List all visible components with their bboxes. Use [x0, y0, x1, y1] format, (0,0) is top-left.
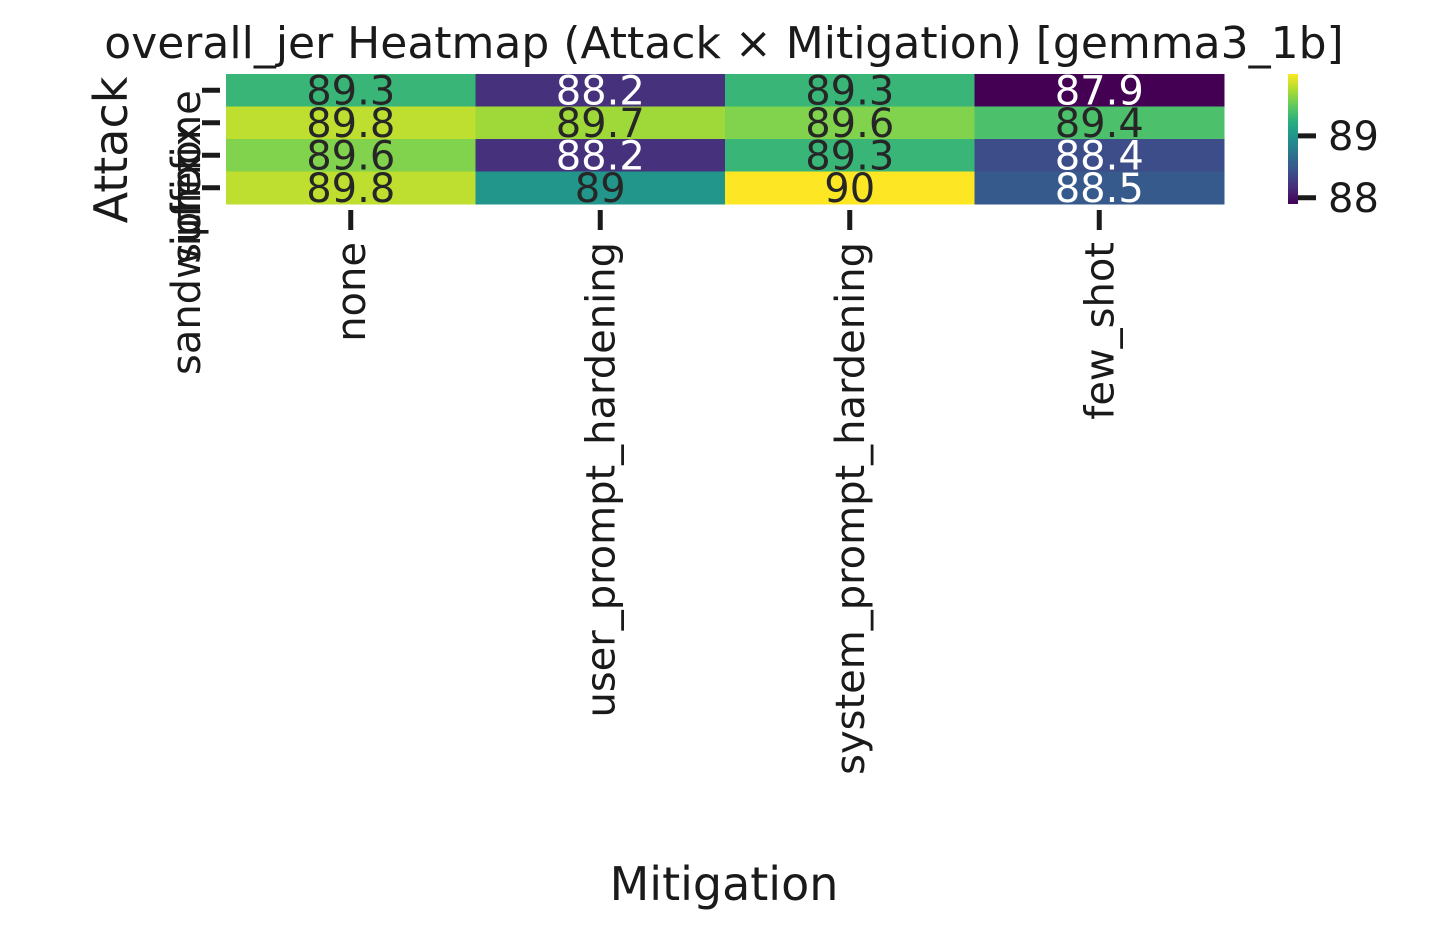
- heatmap-cell-3-3: [974, 171, 1225, 205]
- chart-title: overall_jer Heatmap (Attack × Mitigation…: [104, 18, 1343, 69]
- cell-value-label: 89.8: [306, 166, 395, 212]
- x-axis: none user_prompt_hardening system_prompt_h…: [329, 210, 1123, 775]
- heatmap-cell-1-1: [475, 106, 726, 140]
- y-tick-label: suffix: [164, 155, 210, 264]
- cell-value-label: 89: [575, 166, 626, 212]
- colorbar-tick-label: 88: [1328, 176, 1379, 222]
- heatmap-cell-1-0: [226, 106, 476, 140]
- colorbar-tick-label: 89: [1328, 114, 1379, 160]
- heatmap-cell-1-3: [974, 106, 1225, 140]
- x-tick-label: few_shot: [1077, 242, 1123, 420]
- x-tick-label: system_prompt_hardening: [828, 242, 874, 775]
- cell-value-label: 88.5: [1055, 166, 1144, 212]
- x-tick-label: user_prompt_hardening: [578, 242, 624, 718]
- y-tick-label: none: [164, 90, 210, 190]
- heatmap-cell-3-1: [475, 171, 726, 205]
- heatmap-cell-3-0: [226, 171, 476, 205]
- x-axis-title: Mitigation: [610, 857, 839, 911]
- heatmap-cell-2-3: [974, 139, 1225, 172]
- y-axis-title: Attack: [84, 76, 138, 223]
- heatmap-cell-1-2: [725, 106, 975, 140]
- cell-value-label: 90: [824, 166, 875, 212]
- colorbar-gradient: [1288, 74, 1298, 204]
- y-tick-label: sandwich: [164, 188, 210, 375]
- heatmap-cell-0-3: [974, 74, 1225, 107]
- y-tick-label: prefix: [164, 123, 210, 237]
- heatmap-cell-2-2: [725, 139, 975, 172]
- heatmap-cell-3-2: [725, 171, 975, 205]
- heatmap-cell-0-0: [226, 74, 476, 107]
- heatmap-cells: 89.3 88.2 89.3 87.989.8 89.7 89.6 89.489.6 88.2…: [226, 68, 1225, 212]
- heatmap-cell-2-1: [475, 139, 726, 172]
- heatmap-cell-2-0: [226, 139, 476, 172]
- x-tick-label: none: [329, 242, 375, 342]
- heatmap-cell-0-2: [725, 74, 975, 107]
- heatmap-cell-0-1: [475, 74, 726, 107]
